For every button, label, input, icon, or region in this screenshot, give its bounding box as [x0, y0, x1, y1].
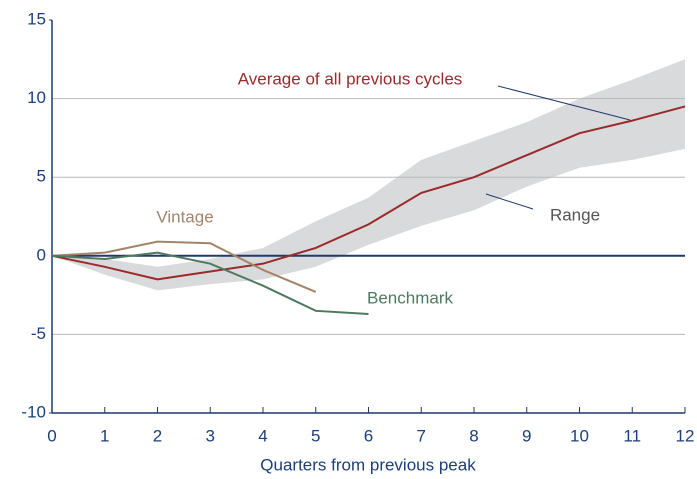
x-tick-label: 7: [417, 426, 426, 445]
x-tick-label: 3: [206, 426, 215, 445]
x-tick-label: 1: [100, 426, 109, 445]
series-label: Average of all previous cycles: [238, 69, 463, 88]
series-label: Benchmark: [367, 288, 453, 307]
line: [51, 240, 317, 293]
line: [51, 105, 686, 281]
x-tick-label: 10: [570, 426, 589, 445]
x-tick-label: 8: [469, 426, 478, 445]
range-label: Range: [550, 205, 600, 224]
x-tick-label: 2: [153, 426, 162, 445]
x-axis-label: Quarters from previous peak: [260, 455, 476, 474]
leader-line: [485, 193, 534, 210]
x-tick-label: 9: [522, 426, 531, 445]
y-tick-label: 10: [27, 88, 46, 107]
x-tick-label: 4: [258, 426, 267, 445]
x-tick-label: 12: [676, 426, 695, 445]
series-label: Vintage: [156, 207, 213, 226]
y-tick-label: 0: [37, 245, 46, 264]
y-tick-label: -10: [21, 402, 46, 421]
x-tick-label: 11: [623, 426, 641, 445]
line: [51, 251, 369, 315]
y-tick-label: -5: [31, 324, 46, 343]
range-band: [52, 59, 685, 291]
y-tick-label: 5: [37, 167, 46, 186]
x-tick-label: 0: [47, 426, 56, 445]
y-tick-label: 15: [27, 9, 46, 28]
x-tick-label: 6: [364, 426, 373, 445]
x-tick-label: 5: [311, 426, 320, 445]
leader-line: [497, 85, 631, 121]
